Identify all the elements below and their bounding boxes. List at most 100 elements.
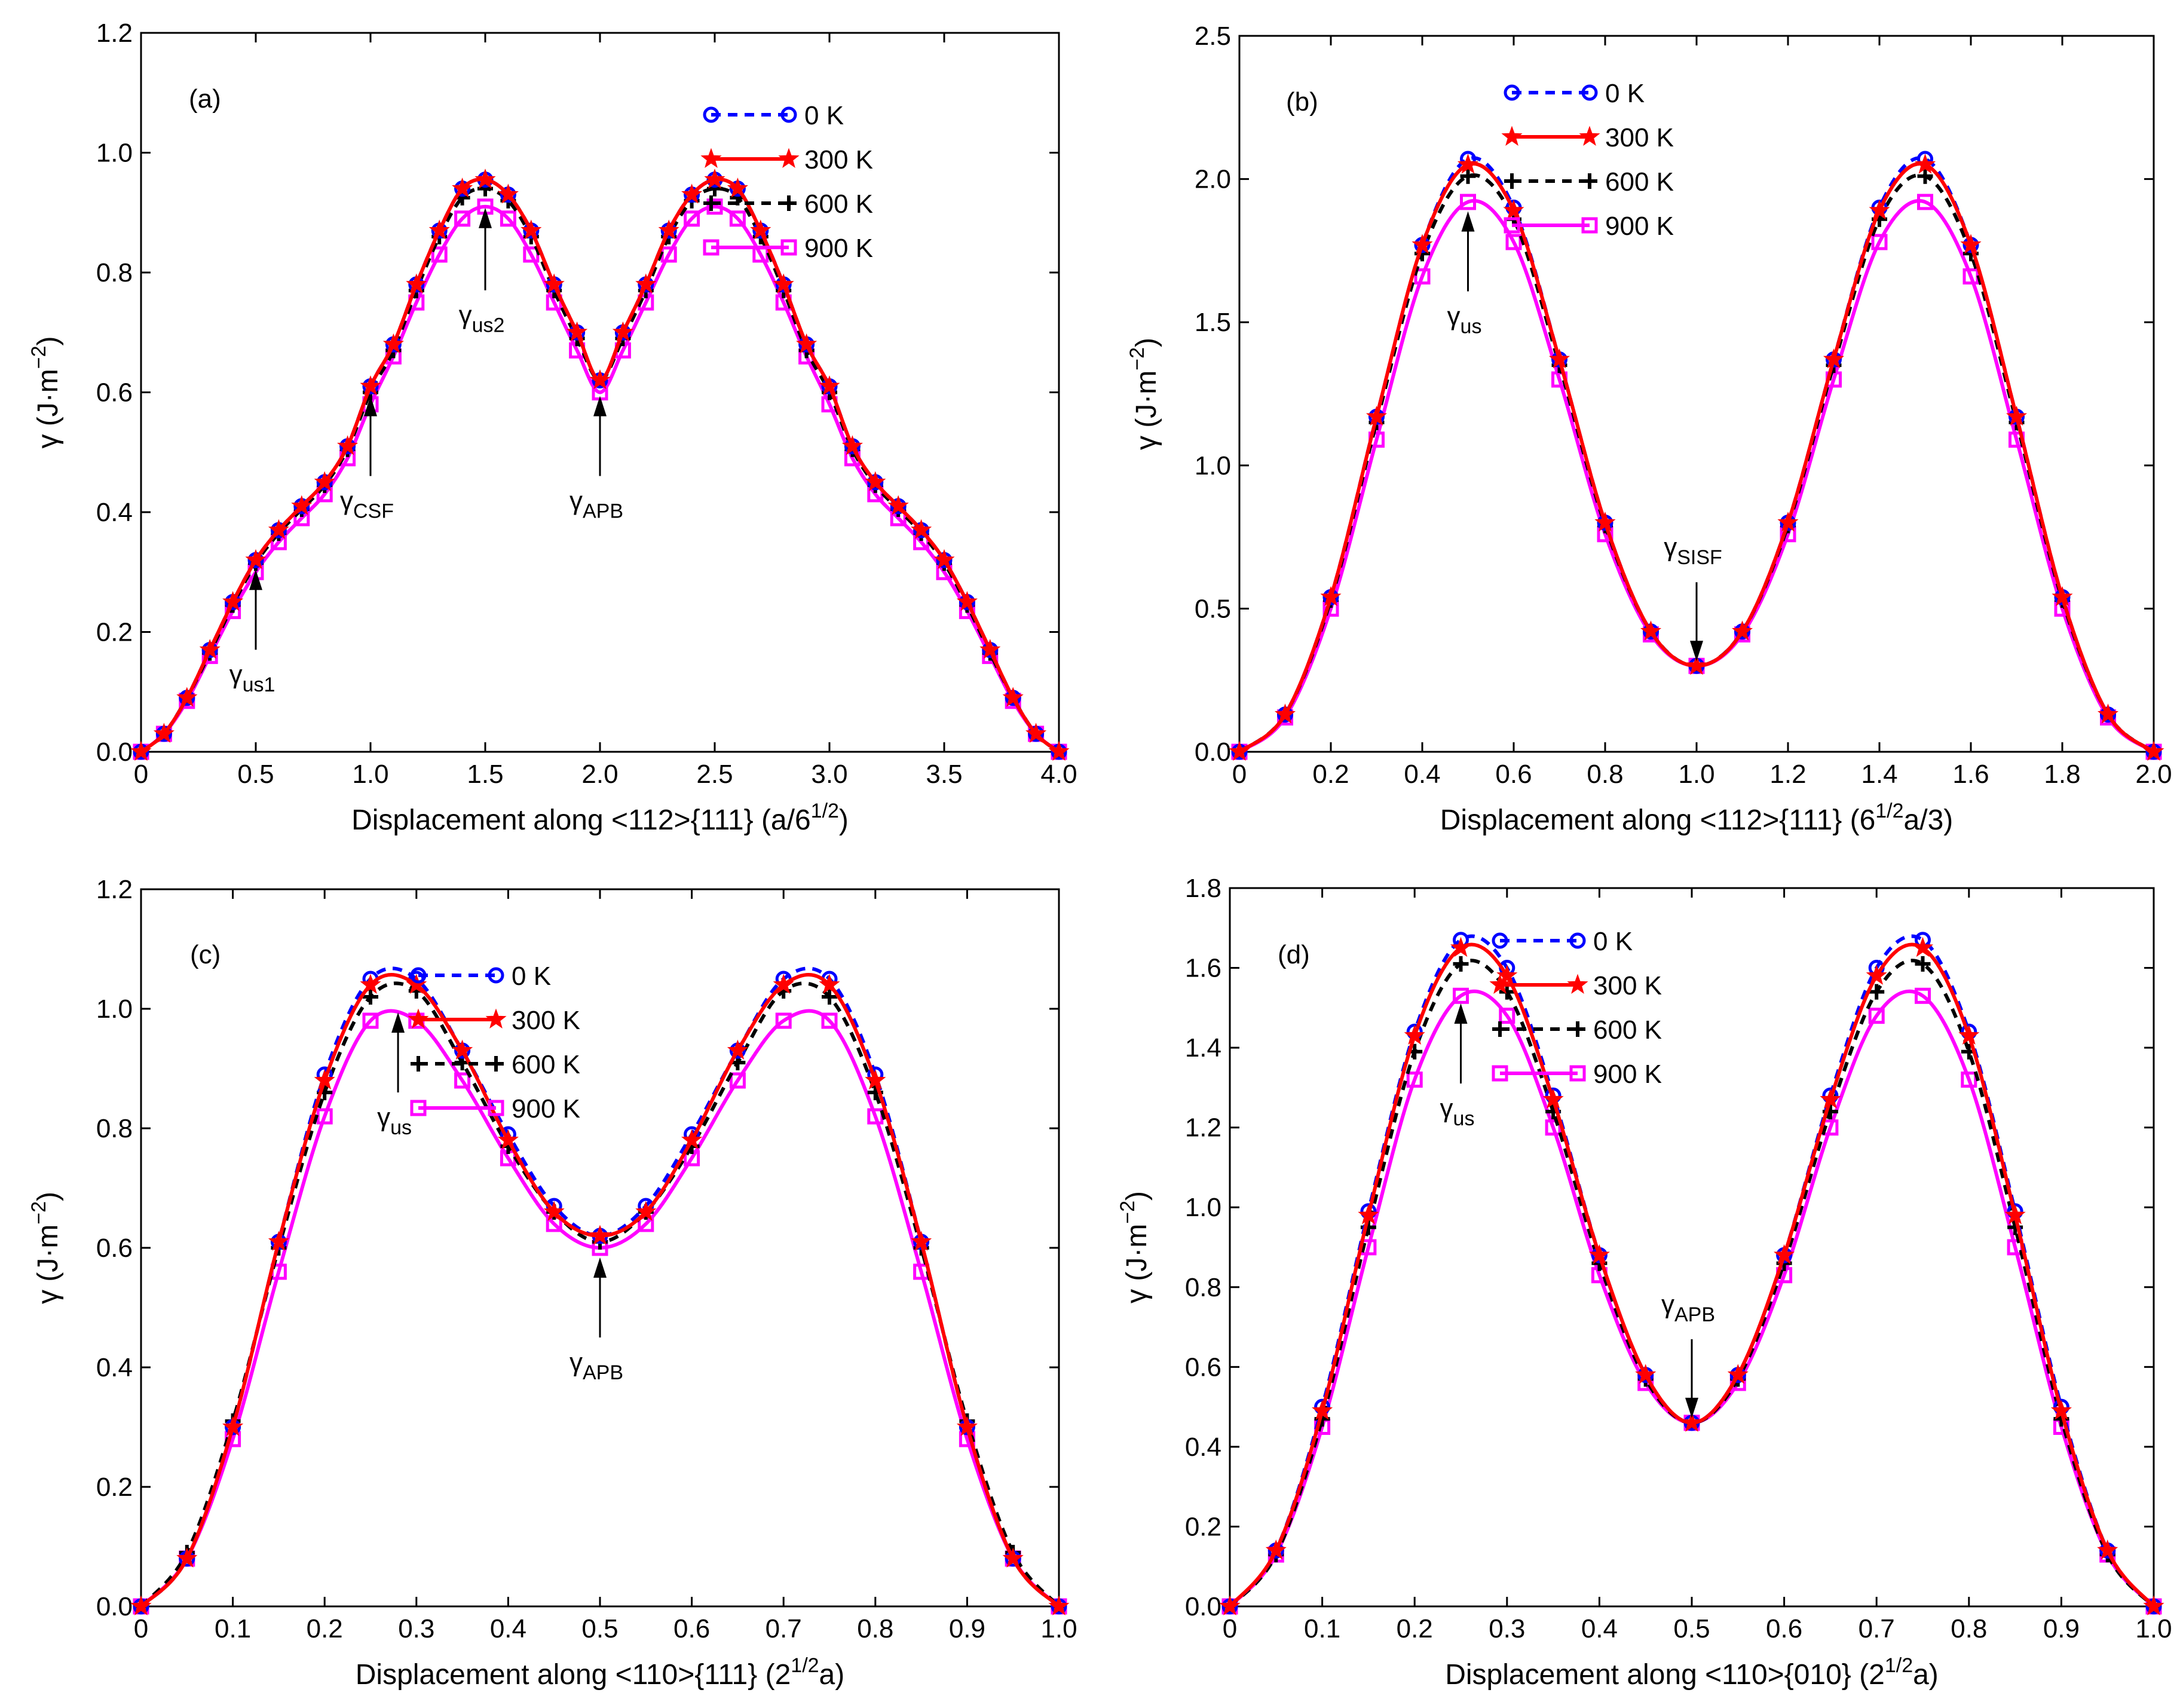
- annotation-label: γus: [377, 1103, 412, 1139]
- x-tick-label: 0.2: [307, 1614, 343, 1643]
- data-point: [1548, 348, 1570, 369]
- x-tick-label: 0.4: [1581, 1614, 1618, 1643]
- x-axis-label-main: Displacement along <112>{111} (6: [1440, 804, 1876, 836]
- y-tick-label: 0.2: [96, 1473, 133, 1502]
- x-axis-label-tail: a): [819, 1659, 845, 1691]
- data-point: [382, 333, 404, 354]
- legend-label: 600 K: [1593, 1015, 1662, 1045]
- data-point: [1460, 194, 1476, 210]
- y-axis-label-tail: ): [32, 1192, 64, 1201]
- legend-label: 300 K: [1593, 971, 1662, 1000]
- annotation-label: γus2: [459, 301, 505, 337]
- legend-label: 0 K: [804, 101, 844, 130]
- y-tick-label: 2.5: [1195, 22, 1231, 51]
- data-point: [819, 974, 840, 994]
- y-tick-label: 0.0: [96, 1592, 133, 1621]
- x-tick-label: 1.2: [1769, 760, 1806, 789]
- y-tick-label: 0.0: [1185, 1592, 1221, 1621]
- data-point: [153, 723, 174, 743]
- series-300k: [130, 973, 1070, 1615]
- legend-label: 0 K: [1593, 927, 1633, 956]
- data-point: [1917, 168, 1933, 184]
- annotation: γus: [1447, 211, 1481, 338]
- data-point: [727, 1039, 748, 1060]
- legend-marker: [1567, 974, 1588, 994]
- data-point: [706, 198, 723, 215]
- data-point: [1917, 194, 1933, 210]
- y-tick-label: 1.5: [1195, 308, 1231, 337]
- y-tick-label: 1.0: [96, 994, 133, 1024]
- legend-label: 0 K: [1605, 79, 1645, 108]
- legend-marker: [488, 1056, 504, 1072]
- data-point: [1823, 348, 1845, 369]
- data-point: [1025, 723, 1047, 743]
- data-point: [1681, 1412, 1703, 1432]
- data-point: [1496, 965, 1518, 985]
- legend-label: 600 K: [804, 189, 873, 219]
- y-tick-label: 1.0: [96, 139, 133, 168]
- x-axis-label-main: Displacement along <110>{111} (2: [356, 1659, 791, 1691]
- y-tick-label: 0.8: [96, 1114, 133, 1143]
- legend-label: 300 K: [804, 145, 873, 175]
- data-point: [841, 435, 863, 455]
- data-point: [1048, 740, 1070, 761]
- y-tick-label: 1.0: [1185, 1193, 1221, 1222]
- x-axis-label-main: Displacement along <112>{111} (a/6: [351, 804, 811, 836]
- y-tick-label: 0.5: [1195, 594, 1231, 623]
- x-tick-label: 0.3: [398, 1614, 434, 1643]
- annotation-symbol: γ: [340, 486, 353, 516]
- panel-label: (d): [1278, 940, 1310, 969]
- data-point: [1542, 1088, 1564, 1109]
- annotation-label: γCSF: [340, 486, 394, 523]
- data-point: [2050, 1400, 2072, 1420]
- legend-marker: [778, 148, 800, 168]
- data-point: [314, 1069, 335, 1089]
- y-axis-label: γ (J·m−2): [1126, 338, 1162, 450]
- data-point: [362, 1012, 379, 1029]
- data-point: [750, 219, 771, 240]
- data-point: [1265, 1539, 1287, 1560]
- data-point: [727, 177, 748, 198]
- y-tick-label: 1.2: [1185, 1113, 1221, 1143]
- x-tick-label: 2.0: [2135, 760, 2172, 789]
- y-tick-label: 0.2: [96, 618, 133, 647]
- x-axis-label: Displacement along <112>{111} (a/61/2): [351, 800, 849, 836]
- data-point: [1412, 234, 1433, 254]
- data-point: [222, 590, 244, 611]
- legend-marker: [1504, 173, 1520, 189]
- y-tick-label: 0.6: [1185, 1352, 1221, 1382]
- series-line: [1228, 934, 2156, 1608]
- data-point: [1686, 654, 1707, 675]
- legend-marker: [703, 239, 719, 256]
- y-axis-label-main: γ (J·m: [1121, 1224, 1153, 1303]
- data-point: [2143, 1595, 2164, 1615]
- data-point: [452, 1039, 473, 1060]
- y-tick-label: 0.0: [96, 737, 133, 767]
- panel-label: (c): [190, 940, 221, 969]
- x-tick-label: 1.0: [1040, 1614, 1077, 1643]
- annotation-label: γus1: [229, 660, 275, 696]
- x-tick-label: 1.0: [2135, 1614, 2172, 1643]
- data-point: [567, 321, 588, 342]
- annotation-symbol: γ: [377, 1103, 390, 1132]
- annotation-symbol: γ: [1447, 302, 1461, 331]
- x-tick-label: 0.9: [949, 1614, 985, 1643]
- annotation: γus2: [459, 207, 505, 337]
- data-point: [1460, 168, 1476, 184]
- legend-marker: [1501, 126, 1523, 146]
- data-point: [589, 369, 611, 390]
- annotation-arrow-head: [249, 570, 262, 590]
- annotation-subscript: CSF: [353, 500, 394, 523]
- y-axis-label: γ (J·m−2): [1116, 1191, 1153, 1303]
- x-tick-label: 0.8: [1587, 760, 1623, 789]
- legend-marker: [1582, 173, 1597, 189]
- y-axis-label-sup: −2: [1126, 347, 1149, 371]
- x-tick-label: 0.1: [215, 1614, 251, 1643]
- data-point: [933, 549, 955, 570]
- y-tick-label: 1.6: [1185, 954, 1221, 983]
- x-tick-label: 1.6: [1952, 760, 1989, 789]
- data-point: [245, 549, 267, 570]
- legend-marker: [781, 195, 797, 211]
- data-point: [704, 169, 725, 189]
- data-point: [1871, 234, 1888, 250]
